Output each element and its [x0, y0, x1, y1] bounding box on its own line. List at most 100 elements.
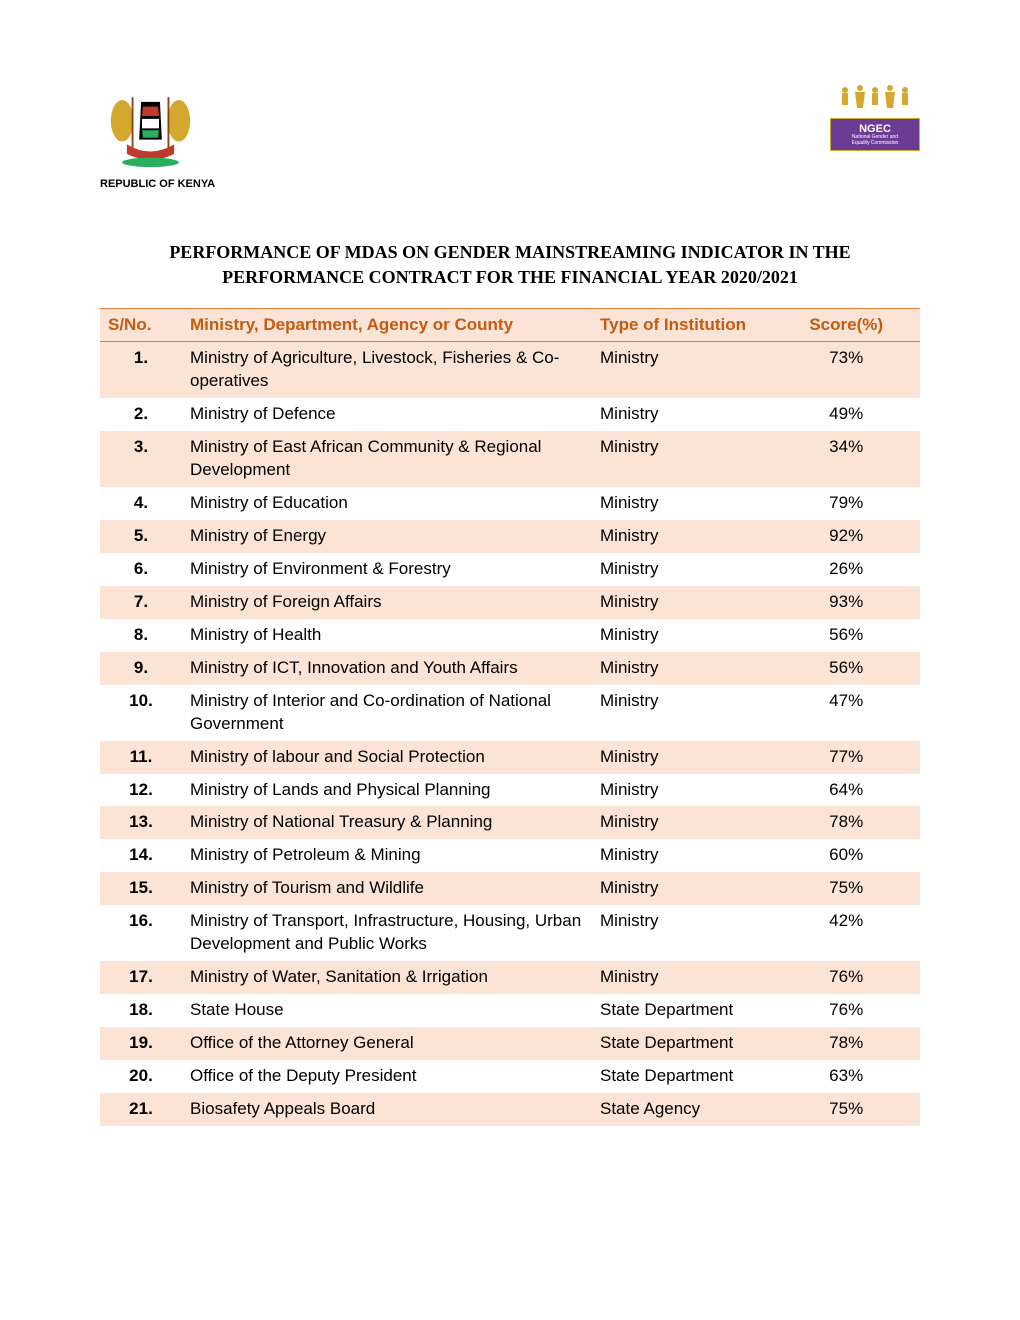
- cell-name: Ministry of Water, Sanitation & Irrigati…: [182, 961, 592, 994]
- col-header-type: Type of Institution: [592, 309, 772, 342]
- cell-name: Ministry of Environment & Forestry: [182, 553, 592, 586]
- cell-type: Ministry: [592, 586, 772, 619]
- cell-type: Ministry: [592, 741, 772, 774]
- ngec-box: NGEC National Gender and Equality Commis…: [830, 118, 920, 151]
- table-row: 8.Ministry of HealthMinistry56%: [100, 619, 920, 652]
- cell-type: Ministry: [592, 806, 772, 839]
- cell-type: State Department: [592, 1060, 772, 1093]
- cell-name: Ministry of Energy: [182, 520, 592, 553]
- cell-sno: 10.: [100, 685, 182, 741]
- cell-type: Ministry: [592, 487, 772, 520]
- cell-sno: 17.: [100, 961, 182, 994]
- cell-sno: 20.: [100, 1060, 182, 1093]
- table-row: 17.Ministry of Water, Sanitation & Irrig…: [100, 961, 920, 994]
- cell-sno: 12.: [100, 774, 182, 807]
- cell-name: Ministry of East African Community & Reg…: [182, 431, 592, 487]
- cell-name: Office of the Deputy President: [182, 1060, 592, 1093]
- cell-score: 42%: [772, 905, 920, 961]
- cell-sno: 1.: [100, 342, 182, 398]
- cell-name: Ministry of Foreign Affairs: [182, 586, 592, 619]
- table-row: 7.Ministry of Foreign AffairsMinistry93%: [100, 586, 920, 619]
- ngec-logo: NGEC National Gender and Equality Commis…: [830, 80, 920, 155]
- performance-table: S/No. Ministry, Department, Agency or Co…: [100, 308, 920, 1125]
- cell-name: Ministry of Health: [182, 619, 592, 652]
- table-row: 21.Biosafety Appeals BoardState Agency75…: [100, 1093, 920, 1126]
- cell-sno: 19.: [100, 1027, 182, 1060]
- cell-type: Ministry: [592, 431, 772, 487]
- cell-type: Ministry: [592, 774, 772, 807]
- cell-name: Ministry of Petroleum & Mining: [182, 839, 592, 872]
- cell-score: 78%: [772, 1027, 920, 1060]
- cell-score: 26%: [772, 553, 920, 586]
- cell-type: Ministry: [592, 652, 772, 685]
- page-title: PERFORMANCE OF MDAS ON GENDER MAINSTREAM…: [100, 240, 920, 290]
- cell-name: Ministry of Interior and Co-ordination o…: [182, 685, 592, 741]
- cell-score: 79%: [772, 487, 920, 520]
- table-row: 18.State HouseState Department76%: [100, 994, 920, 1027]
- table-row: 1.Ministry of Agriculture, Livestock, Fi…: [100, 342, 920, 398]
- cell-sno: 6.: [100, 553, 182, 586]
- cell-name: Ministry of Transport, Infrastructure, H…: [182, 905, 592, 961]
- table-row: 10.Ministry of Interior and Co-ordinatio…: [100, 685, 920, 741]
- ngec-figures-icon: [835, 84, 915, 118]
- cell-type: Ministry: [592, 961, 772, 994]
- cell-sno: 16.: [100, 905, 182, 961]
- cell-type: Ministry: [592, 619, 772, 652]
- cell-score: 75%: [772, 1093, 920, 1126]
- cell-name: Ministry of Agriculture, Livestock, Fish…: [182, 342, 592, 398]
- cell-sno: 7.: [100, 586, 182, 619]
- cell-score: 73%: [772, 342, 920, 398]
- table-row: 16.Ministry of Transport, Infrastructure…: [100, 905, 920, 961]
- table-row: 2.Ministry of DefenceMinistry49%: [100, 398, 920, 431]
- cell-score: 60%: [772, 839, 920, 872]
- cell-type: Ministry: [592, 342, 772, 398]
- col-header-score: Score(%): [772, 309, 920, 342]
- cell-sno: 14.: [100, 839, 182, 872]
- cell-type: Ministry: [592, 520, 772, 553]
- header-logos: NGEC National Gender and Equality Commis…: [100, 80, 920, 170]
- table-row: 6.Ministry of Environment & ForestryMini…: [100, 553, 920, 586]
- cell-sno: 15.: [100, 872, 182, 905]
- cell-name: Ministry of Tourism and Wildlife: [182, 872, 592, 905]
- cell-score: 78%: [772, 806, 920, 839]
- cell-sno: 5.: [100, 520, 182, 553]
- cell-name: Ministry of labour and Social Protection: [182, 741, 592, 774]
- cell-sno: 9.: [100, 652, 182, 685]
- col-header-sno: S/No.: [100, 309, 182, 342]
- cell-score: 76%: [772, 994, 920, 1027]
- cell-type: Ministry: [592, 553, 772, 586]
- cell-score: 77%: [772, 741, 920, 774]
- table-row: 11.Ministry of labour and Social Protect…: [100, 741, 920, 774]
- cell-name: Ministry of Lands and Physical Planning: [182, 774, 592, 807]
- cell-sno: 11.: [100, 741, 182, 774]
- cell-name: Office of the Attorney General: [182, 1027, 592, 1060]
- cell-sno: 13.: [100, 806, 182, 839]
- cell-name: State House: [182, 994, 592, 1027]
- coat-of-arms-icon: [103, 83, 198, 168]
- table-row: 5.Ministry of EnergyMinistry92%: [100, 520, 920, 553]
- cell-name: Ministry of Defence: [182, 398, 592, 431]
- table-row: 4.Ministry of EducationMinistry79%: [100, 487, 920, 520]
- cell-score: 34%: [772, 431, 920, 487]
- table-row: 14.Ministry of Petroleum & MiningMinistr…: [100, 839, 920, 872]
- kenya-coat-of-arms-logo: [100, 80, 200, 170]
- cell-score: 64%: [772, 774, 920, 807]
- col-header-name: Ministry, Department, Agency or County: [182, 309, 592, 342]
- cell-score: 56%: [772, 619, 920, 652]
- cell-sno: 8.: [100, 619, 182, 652]
- cell-sno: 4.: [100, 487, 182, 520]
- table-row: 13.Ministry of National Treasury & Plann…: [100, 806, 920, 839]
- cell-score: 93%: [772, 586, 920, 619]
- cell-score: 75%: [772, 872, 920, 905]
- cell-type: Ministry: [592, 839, 772, 872]
- cell-score: 47%: [772, 685, 920, 741]
- cell-type: Ministry: [592, 398, 772, 431]
- table-row: 3.Ministry of East African Community & R…: [100, 431, 920, 487]
- ngec-sublabel: National Gender and Equality Commission: [843, 135, 907, 146]
- cell-name: Ministry of National Treasury & Planning: [182, 806, 592, 839]
- republic-label: REPUBLIC OF KENYA: [100, 178, 920, 190]
- cell-score: 92%: [772, 520, 920, 553]
- table-row: 12.Ministry of Lands and Physical Planni…: [100, 774, 920, 807]
- table-row: 9.Ministry of ICT, Innovation and Youth …: [100, 652, 920, 685]
- cell-type: Ministry: [592, 685, 772, 741]
